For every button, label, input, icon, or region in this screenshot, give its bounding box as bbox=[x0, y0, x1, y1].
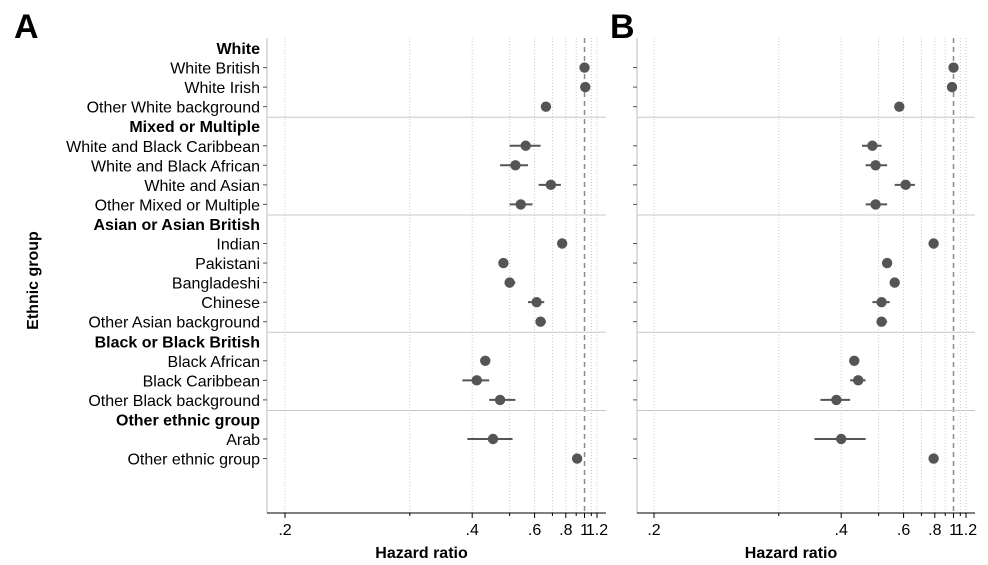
group-header-label: Black or Black British bbox=[95, 334, 260, 351]
hazard-ratio-point bbox=[556, 238, 568, 249]
row-label: Other ethnic group bbox=[127, 452, 260, 469]
row-label: Bangladeshi bbox=[172, 276, 260, 293]
hazard-ratio-point bbox=[579, 62, 590, 73]
row-label: White and Black African bbox=[91, 158, 260, 175]
hazard-ratio-point bbox=[535, 316, 546, 327]
hazard-ratio-point bbox=[515, 199, 526, 210]
hazard-ratio-point bbox=[948, 62, 959, 73]
hazard-ratio-point bbox=[831, 394, 842, 406]
x-tick-label: 1.2 bbox=[955, 522, 977, 539]
hazard-ratio-point bbox=[540, 101, 552, 112]
row-label: Other White background bbox=[87, 100, 260, 117]
x-tick-label: .2 bbox=[647, 522, 660, 539]
x-tick-label: .4 bbox=[835, 522, 848, 539]
hazard-ratio-point bbox=[545, 179, 557, 191]
x-tick-label: .8 bbox=[559, 522, 572, 539]
hazard-ratio-point bbox=[510, 160, 521, 171]
hazard-ratio-point bbox=[881, 257, 893, 269]
hazard-ratio-point bbox=[876, 296, 887, 308]
row-label: Other Mixed or Multiple bbox=[95, 197, 260, 214]
x-tick-label: 1 bbox=[580, 522, 589, 539]
row-label: Other Asian background bbox=[88, 315, 260, 332]
row-label: White and Asian bbox=[144, 178, 260, 195]
row-label: Other Black background bbox=[88, 393, 260, 410]
hazard-ratio-point bbox=[494, 394, 506, 406]
panel-b: B .2 .4 .6 .8 11.2 Hazard ratio bbox=[610, 8, 977, 562]
hazard-ratio-point bbox=[853, 375, 864, 386]
row-label: Black Caribbean bbox=[143, 373, 260, 390]
hazard-ratio-point bbox=[480, 355, 491, 366]
x-tick-label: .6 bbox=[897, 522, 910, 539]
row-label: Pakistani bbox=[195, 256, 260, 273]
hazard-ratio-point bbox=[836, 433, 847, 445]
x-tick-label: 1.2 bbox=[586, 522, 608, 539]
row-label: Arab bbox=[226, 432, 260, 449]
y-axis-title: Ethnic group bbox=[25, 231, 42, 330]
x-tick-label: .8 bbox=[928, 522, 941, 539]
hazard-ratio-point bbox=[498, 257, 509, 269]
x-tick-label: .4 bbox=[466, 522, 479, 539]
row-label: White Irish bbox=[184, 80, 260, 97]
hazard-ratio-point bbox=[580, 81, 591, 93]
group-header-label: Asian or Asian British bbox=[93, 217, 260, 234]
hazard-ratio-point bbox=[571, 453, 583, 464]
panel-letter: B bbox=[610, 8, 635, 46]
x-tick-label: .6 bbox=[528, 522, 541, 539]
hazard-ratio-point bbox=[520, 140, 531, 151]
hazard-ratio-point bbox=[928, 453, 939, 464]
row-label: White and Black Caribbean bbox=[66, 139, 260, 156]
row-label: Indian bbox=[216, 237, 260, 254]
hazard-ratio-point bbox=[471, 375, 482, 386]
x-axis-title: Hazard ratio bbox=[375, 545, 468, 562]
hazard-ratio-point bbox=[894, 101, 905, 112]
hazard-ratio-point bbox=[504, 277, 515, 288]
hazard-ratio-point bbox=[928, 238, 939, 249]
panel-letter: A bbox=[14, 8, 39, 46]
hazard-ratio-point bbox=[900, 179, 911, 191]
row-label: White British bbox=[170, 61, 260, 78]
x-axis-title: Hazard ratio bbox=[745, 545, 838, 562]
hazard-ratio-point bbox=[870, 199, 881, 210]
hazard-ratio-point bbox=[946, 81, 958, 93]
x-tick-label: .2 bbox=[278, 522, 291, 539]
group-header-label: White bbox=[216, 41, 260, 58]
group-header-label: Mixed or Multiple bbox=[129, 119, 260, 136]
row-label: Chinese bbox=[201, 295, 260, 312]
hazard-ratio-point bbox=[487, 433, 499, 445]
panel-a: A White White British White Irish Other Whit… bbox=[14, 8, 608, 562]
hazard-ratio-point bbox=[849, 355, 860, 366]
hazard-ratio-point bbox=[867, 140, 878, 151]
hazard-ratio-point bbox=[531, 296, 542, 308]
row-label: Black African bbox=[168, 354, 260, 371]
hazard-ratio-point bbox=[889, 277, 900, 288]
x-tick-label: 1 bbox=[949, 522, 958, 539]
group-header-label: Other ethnic group bbox=[116, 412, 260, 429]
hazard-ratio-point bbox=[870, 160, 881, 171]
hazard-ratio-point bbox=[876, 316, 887, 327]
